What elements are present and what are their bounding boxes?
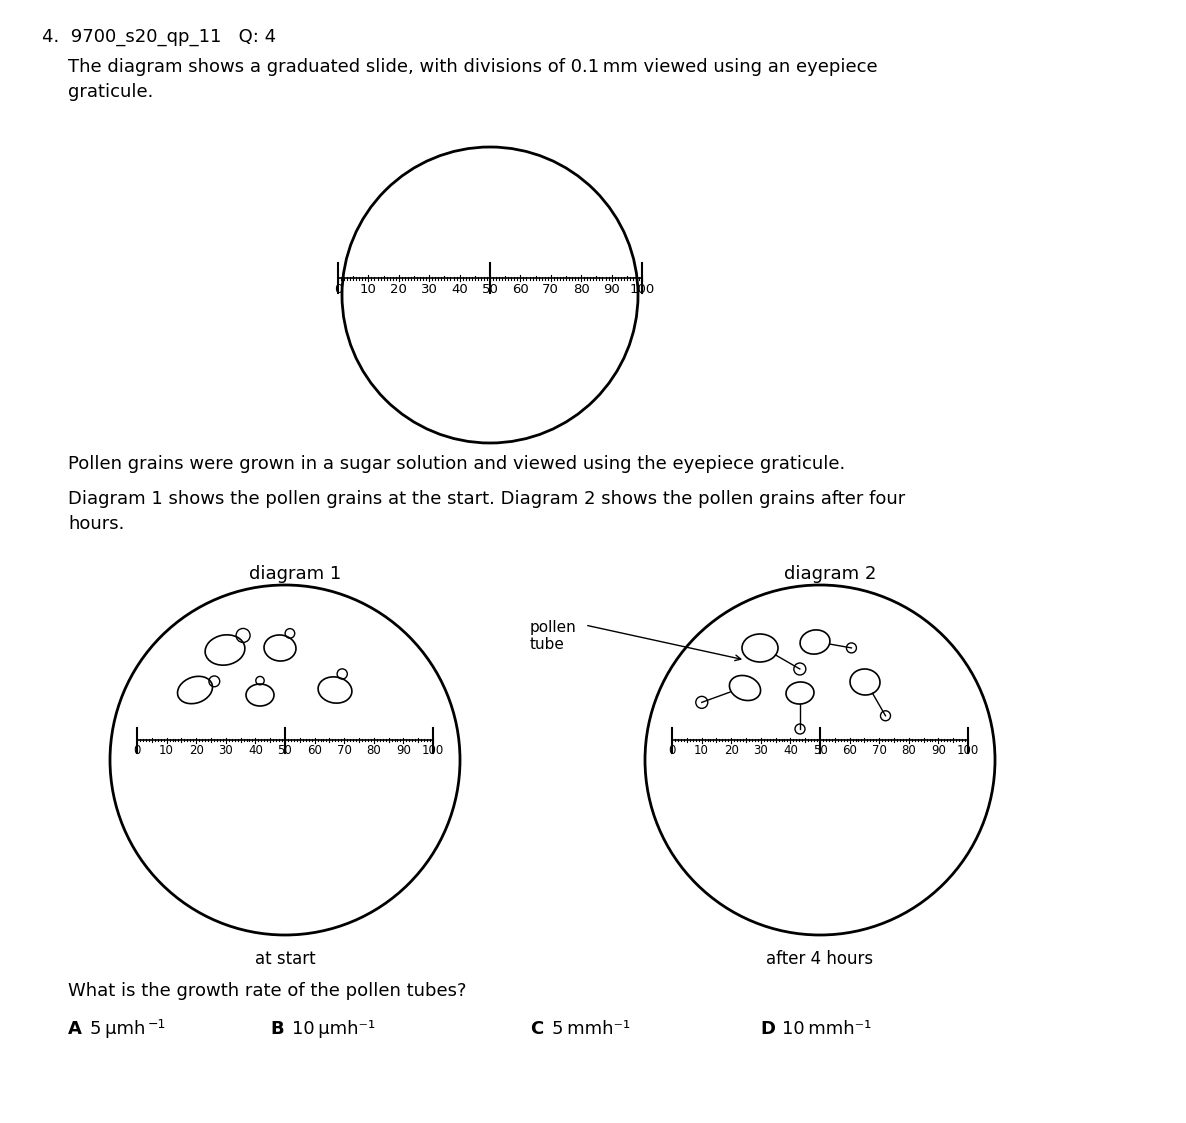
FancyArrowPatch shape [588, 626, 741, 660]
Text: 30: 30 [753, 745, 769, 757]
Text: at start: at start [255, 950, 315, 968]
Text: diagram 1: diagram 1 [249, 565, 342, 583]
Text: 4.  9700_s20_qp_11   Q: 4: 4. 9700_s20_qp_11 Q: 4 [42, 28, 276, 46]
Text: Pollen grains were grown in a sugar solution and viewed using the eyepiece grati: Pollen grains were grown in a sugar solu… [68, 455, 846, 473]
Text: −1: −1 [148, 1019, 166, 1031]
Text: 30: 30 [421, 283, 438, 296]
Text: 10: 10 [694, 745, 709, 757]
Text: 60: 60 [842, 745, 857, 757]
Text: 10: 10 [361, 283, 377, 296]
Text: C: C [530, 1020, 543, 1038]
Text: 80: 80 [573, 283, 589, 296]
Text: 100: 100 [957, 745, 980, 757]
Text: 20: 20 [189, 745, 204, 757]
Text: 40: 40 [248, 745, 263, 757]
Text: 10 μmh⁻¹: 10 μmh⁻¹ [292, 1020, 375, 1038]
Text: 80: 80 [901, 745, 916, 757]
Text: 40: 40 [451, 283, 468, 296]
Text: pollen
tube: pollen tube [530, 620, 576, 652]
Text: The diagram shows a graduated slide, with divisions of 0.1 mm viewed using an ey: The diagram shows a graduated slide, wit… [68, 58, 878, 101]
Text: 90: 90 [931, 745, 946, 757]
Text: 50: 50 [812, 745, 828, 757]
Text: 20: 20 [390, 283, 407, 296]
Text: D: D [760, 1020, 774, 1038]
Text: Diagram 1 shows the pollen grains at the start. Diagram 2 shows the pollen grain: Diagram 1 shows the pollen grains at the… [68, 490, 905, 533]
Text: B: B [270, 1020, 283, 1038]
Text: 0: 0 [333, 283, 343, 296]
Text: 70: 70 [542, 283, 560, 296]
Text: 5 mmh⁻¹: 5 mmh⁻¹ [551, 1020, 630, 1038]
Text: What is the growth rate of the pollen tubes?: What is the growth rate of the pollen tu… [68, 982, 466, 999]
Text: 20: 20 [723, 745, 739, 757]
Text: 70: 70 [337, 745, 351, 757]
Text: 50: 50 [482, 283, 498, 296]
Text: 10 mmh⁻¹: 10 mmh⁻¹ [782, 1020, 872, 1038]
Text: 0: 0 [669, 745, 676, 757]
Text: 60: 60 [512, 283, 529, 296]
Text: 30: 30 [218, 745, 234, 757]
Text: 40: 40 [783, 745, 798, 757]
Text: 50: 50 [278, 745, 293, 757]
Text: after 4 hours: after 4 hours [766, 950, 874, 968]
Text: 70: 70 [872, 745, 887, 757]
Text: 80: 80 [366, 745, 381, 757]
Text: 100: 100 [630, 283, 655, 296]
Text: 10: 10 [159, 745, 174, 757]
Text: 90: 90 [604, 283, 620, 296]
Text: 90: 90 [396, 745, 410, 757]
Text: 100: 100 [422, 745, 444, 757]
Text: 60: 60 [307, 745, 323, 757]
Text: A: A [68, 1020, 82, 1038]
Text: diagram 2: diagram 2 [784, 565, 876, 583]
Text: 0: 0 [133, 745, 141, 757]
Text: 5 μmh: 5 μmh [90, 1020, 146, 1038]
